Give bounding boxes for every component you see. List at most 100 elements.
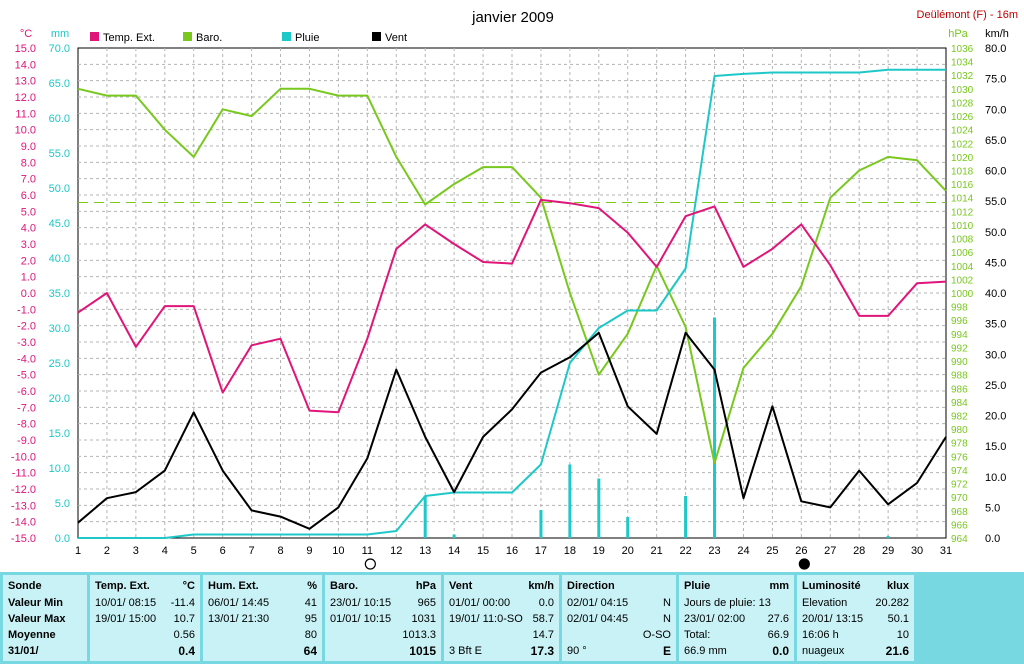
temp-tick-label: -13.0: [11, 500, 36, 512]
summary-hum-value: 95: [304, 613, 317, 625]
summary-lum-label: nuageux: [802, 645, 845, 657]
summary-pluie-value: 27.6: [767, 613, 789, 625]
rain-tick-label: 20.0: [49, 393, 70, 405]
x-tick-label: 12: [390, 545, 402, 557]
legend-swatch: [183, 32, 192, 41]
legend-label: Vent: [385, 32, 407, 44]
legend-swatch: [372, 32, 381, 41]
full-moon-icon: [364, 558, 376, 570]
sonde-row-avg: Moyenne: [8, 629, 56, 641]
summary-unit-baro: hPa: [415, 580, 436, 592]
rain-bar: [539, 510, 543, 538]
x-tick-label: 4: [162, 545, 168, 557]
summary-dir-label: 90 °: [567, 645, 587, 657]
daily-rain-bars: [423, 317, 890, 538]
temp-tick-label: 2.0: [21, 255, 36, 267]
summary-vent-label: 3 Bft E: [449, 645, 483, 657]
rain-tick-label: 5.0: [55, 498, 70, 510]
baro-tick-label: 968: [951, 507, 968, 518]
x-tick-label: 6: [220, 545, 226, 557]
summary-lum-label: Elevation: [802, 597, 848, 609]
temp-tick-label: -7.0: [17, 402, 36, 414]
temp-tick-label: 11.0: [15, 108, 36, 120]
x-tick-label: 1: [75, 545, 81, 557]
rain-bar: [886, 535, 890, 538]
temp-tick-label: 12.0: [15, 92, 36, 104]
rain-bar: [713, 317, 717, 538]
wind-tick-label: 60.0: [985, 166, 1006, 178]
rain-tick-label: 60.0: [49, 113, 70, 125]
summary-col-sonde: Sonde Valeur Min Valeur Max Moyenne 31/0…: [3, 575, 87, 661]
summary-col-baro: Baro. hPa 23/01/ 10:15 965 01/01/ 10:15 1031 1…: [325, 575, 441, 661]
x-tick-label: 23: [708, 545, 720, 557]
summary-unit-hum: %: [307, 580, 317, 592]
rain-bar: [423, 496, 427, 538]
temp-tick-label: 14.0: [15, 59, 36, 71]
wind-tick-label: 45.0: [985, 257, 1006, 269]
wind-tick-label: 0.0: [985, 533, 1000, 545]
summary-baro-value: 1015: [409, 644, 436, 658]
baro-tick-label: 972: [951, 480, 968, 491]
temp-tick-label: -8.0: [17, 419, 36, 431]
wind-tick-label: 75.0: [985, 74, 1006, 86]
x-tick-label: 19: [593, 545, 605, 557]
wind-tick-label: 15.0: [985, 441, 1006, 453]
baro-tick-label: 1026: [951, 112, 974, 123]
rain-tick-label: 55.0: [49, 148, 70, 160]
baro-tick-label: 1036: [951, 44, 974, 55]
x-tick-label: 22: [679, 545, 691, 557]
summary-hum-value: 64: [303, 644, 317, 658]
x-tick-label: 10: [332, 545, 344, 557]
x-tick-label: 20: [622, 545, 634, 557]
weather-chart: janvier 2009 Deülémont (F) - 16m Temp. E…: [11, 9, 1018, 570]
temp-tick-label: -9.0: [17, 435, 36, 447]
baro-tick-label: 1018: [951, 167, 974, 178]
baro-tick-label: 996: [951, 316, 968, 327]
summary-col-dir: Direction 02/01/ 04:15 N 02/01/ 04:45 N O-SO 9…: [562, 575, 676, 661]
temp-tick-label: -15.0: [11, 533, 36, 545]
legend-label: Baro.: [196, 32, 222, 44]
temp-tick-label: 5.0: [21, 206, 36, 218]
summary-dir-value: N: [663, 613, 671, 625]
temp-tick-label: 7.0: [21, 174, 36, 186]
temp-tick-label: 3.0: [21, 239, 36, 251]
summary-col-hum: Hum. Ext.% 06/01/ 14:45 41 13/01/ 21:30 95 80…: [203, 575, 322, 661]
summary-unit-temp: °C: [182, 580, 195, 592]
series-line-baro: [77, 87, 947, 465]
rain-bar: [626, 517, 630, 538]
baro-tick-label: 990: [951, 357, 968, 368]
baro-tick-label: 1000: [951, 289, 974, 300]
x-tick-label: 30: [911, 545, 923, 557]
rain-tick-label: 10.0: [49, 463, 70, 475]
baro-tick-label: 1032: [951, 71, 974, 82]
summary-baro-value: 1013.3: [402, 629, 436, 641]
summary-lum-value: 20.282: [875, 597, 909, 609]
baro-unit-label: hPa: [948, 28, 968, 40]
rain-tick-label: 35.0: [49, 288, 70, 300]
x-tick-label: 27: [824, 545, 836, 557]
x-tick-label: 5: [191, 545, 197, 557]
temp-tick-label: 8.0: [21, 157, 36, 169]
rain-tick-label: 15.0: [49, 428, 70, 440]
temp-tick-label: 1.0: [21, 272, 36, 284]
baro-tick-label: 1020: [951, 153, 974, 164]
wind-tick-label: 25.0: [985, 380, 1006, 392]
x-tick-label: 31: [940, 545, 952, 557]
new-moon-icon: [798, 558, 810, 570]
summary-col-vent: Vent km/h 01/01/ 00:00 0.0 19/01/ 11:0-SO 58.…: [444, 575, 559, 661]
rain-tick-label: 70.0: [49, 43, 70, 55]
summary-dir-value: E: [662, 644, 671, 658]
summary-title-lum: Luminosité: [802, 580, 861, 592]
baro-tick-label: 978: [951, 439, 968, 450]
baro-tick-label: 964: [951, 534, 968, 545]
baro-tick-label: 1016: [951, 180, 974, 191]
x-tick-label: 25: [766, 545, 778, 557]
sonde-title: Sonde: [8, 580, 42, 592]
rain-tick-label: 40.0: [49, 253, 70, 265]
x-tick-label: 24: [737, 545, 749, 557]
temp-unit-label: °C: [20, 28, 32, 40]
x-tick-label: 28: [853, 545, 865, 557]
wind-tick-label: 5.0: [985, 502, 1000, 514]
temp-tick-label: 10.0: [15, 125, 36, 137]
wind-tick-label: 70.0: [985, 104, 1006, 116]
